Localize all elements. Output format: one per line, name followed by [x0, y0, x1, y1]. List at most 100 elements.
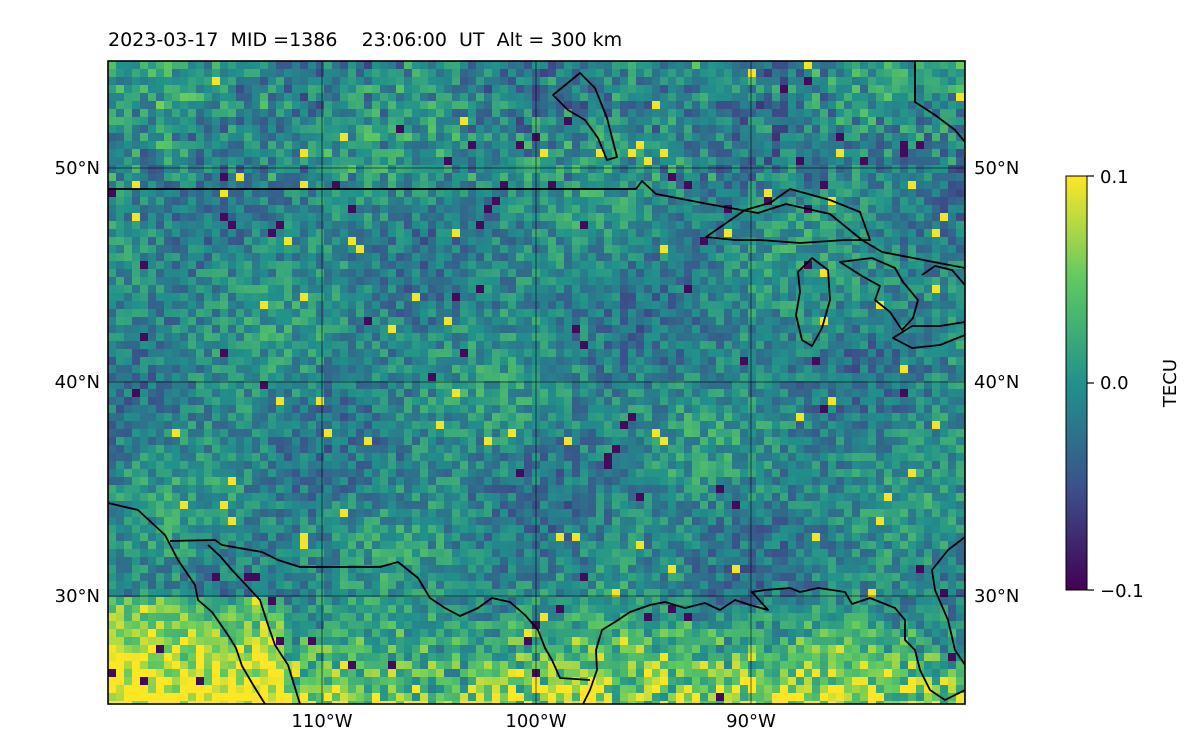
tec-cell: [188, 301, 197, 310]
tec-cell: [788, 125, 797, 134]
tec-cell: [892, 149, 901, 158]
tec-cell: [604, 157, 613, 166]
tec-cell: [908, 101, 917, 110]
tec-cell: [124, 77, 133, 86]
tec-cell: [868, 133, 877, 142]
tec-cell: [748, 269, 757, 278]
tec-cell: [628, 165, 637, 174]
tec-cell: [540, 85, 549, 94]
tec-cell: [676, 253, 685, 262]
tec-cell: [596, 85, 605, 94]
tec-cell: [524, 221, 533, 230]
tec-cell: [580, 245, 589, 254]
tec-cell: [772, 101, 781, 110]
tec-cell: [276, 221, 285, 230]
tec-cell: [620, 181, 629, 190]
tec-cell: [908, 181, 917, 190]
tec-cell: [220, 189, 229, 198]
tec-cell: [188, 269, 197, 278]
tec-cell: [324, 213, 333, 222]
tec-cell: [668, 285, 677, 294]
tec-cell: [324, 341, 333, 350]
tec-cell: [748, 405, 757, 414]
tec-cell: [492, 173, 501, 182]
tec-cell: [644, 277, 653, 286]
tec-cell: [292, 141, 301, 150]
tec-cell: [372, 237, 381, 246]
tec-cell: [500, 309, 509, 318]
tec-cell: [380, 269, 389, 278]
tec-cell: [500, 165, 509, 174]
tec-cell: [444, 101, 453, 110]
tec-cell: [820, 389, 829, 398]
tec-cell: [892, 197, 901, 206]
tec-cell: [340, 181, 349, 190]
tec-cell: [300, 221, 309, 230]
tec-cell: [772, 421, 781, 430]
tec-cell: [364, 109, 373, 118]
tec-cell: [820, 293, 829, 302]
tec-cell: [668, 221, 677, 230]
tec-cell: [188, 245, 197, 254]
tec-cell: [724, 77, 733, 86]
tec-cell: [708, 341, 717, 350]
tec-cell: [388, 421, 397, 430]
tec-cell: [508, 189, 517, 198]
tec-cell: [412, 381, 421, 390]
tec-cell: [204, 317, 213, 326]
tec-cell: [148, 365, 157, 374]
tec-cell: [836, 61, 845, 70]
tec-cell: [900, 133, 909, 142]
tec-cell: [628, 285, 637, 294]
tec-cell: [420, 325, 429, 334]
tec-cell: [484, 261, 493, 270]
tec-cell: [428, 229, 437, 238]
tec-cell: [252, 421, 261, 430]
tec-cell: [404, 237, 413, 246]
tec-cell: [924, 309, 933, 318]
tec-cell: [428, 173, 437, 182]
tec-cell: [924, 93, 933, 102]
tec-cell: [108, 269, 117, 278]
tec-cell: [804, 341, 813, 350]
tec-cell: [796, 213, 805, 222]
tec-cell: [156, 237, 165, 246]
tec-cell: [580, 205, 589, 214]
tec-cell: [668, 325, 677, 334]
tec-cell: [612, 309, 621, 318]
tec-cell: [292, 389, 301, 398]
tec-cell: [116, 357, 125, 366]
tec-cell: [740, 77, 749, 86]
tec-cell: [756, 261, 765, 270]
tec-cell: [796, 365, 805, 374]
tec-cell: [940, 93, 949, 102]
tec-cell: [244, 109, 253, 118]
tec-cell: [812, 181, 821, 190]
tec-cell: [940, 317, 949, 326]
tec-cell: [116, 229, 125, 238]
tec-cell: [204, 253, 213, 262]
tec-cell: [220, 397, 229, 406]
tec-cell: [172, 413, 181, 422]
tec-cell: [116, 157, 125, 166]
tec-cell: [804, 413, 813, 422]
tec-cell: [636, 181, 645, 190]
tec-cell: [244, 381, 253, 390]
tec-cell: [156, 381, 165, 390]
tec-cell: [460, 205, 469, 214]
tec-cell: [636, 381, 645, 390]
tec-cell: [924, 325, 933, 334]
tec-cell: [476, 389, 485, 398]
tec-cell: [740, 317, 749, 326]
tec-cell: [116, 245, 125, 254]
tec-cell: [956, 381, 965, 390]
tec-cell: [756, 229, 765, 238]
tec-cell: [524, 197, 533, 206]
tec-cell: [780, 77, 789, 86]
tec-cell: [484, 101, 493, 110]
tec-cell: [764, 93, 773, 102]
tec-cell: [900, 357, 909, 366]
tec-cell: [676, 101, 685, 110]
tec-cell: [572, 93, 581, 102]
tec-cell: [220, 141, 229, 150]
